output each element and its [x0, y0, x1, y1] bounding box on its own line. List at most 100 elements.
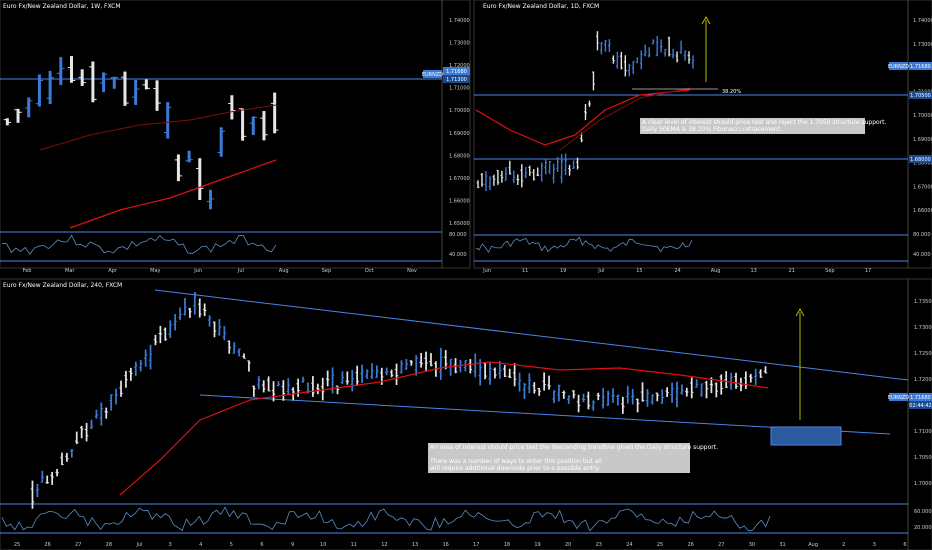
- weekly-symbol-tag-bg: [423, 70, 442, 78]
- daily-date-tick: 17: [865, 268, 871, 274]
- weekly-price-tick: 1.67000: [449, 176, 470, 182]
- daily-price-tick: 1.74000: [913, 18, 932, 24]
- h4-date-tick: 17: [473, 542, 479, 548]
- fib-level-label: 38.20%: [722, 89, 741, 95]
- h4-price-tick: 1.73500: [914, 299, 932, 305]
- h4-note-line: There was a number of ways to enter this…: [430, 458, 602, 465]
- daily-price-tick: 1.66000: [913, 208, 932, 214]
- daily-date-tick: 19: [560, 268, 566, 274]
- weekly-date-tick: Feb: [23, 268, 32, 274]
- weekly-price-tick: 1.65000: [449, 221, 470, 227]
- weekly-last-price-tag: 1.71680: [446, 69, 467, 75]
- h4-price-tick: 1.70500: [914, 455, 932, 461]
- h4-date-tick: 26: [44, 542, 50, 548]
- h4-date-tick: Aug: [808, 542, 818, 548]
- weekly-date-tick: Oct: [365, 268, 374, 274]
- daily-rsi-line: [475, 236, 693, 253]
- daily-last-price-tag-bg: [909, 62, 932, 70]
- daily-symbol-tag: EURNZD: [888, 64, 909, 70]
- weekly-date-tick: Nov: [407, 268, 417, 274]
- daily-date-tick: 15: [636, 268, 642, 274]
- weekly-date-tick: May: [150, 268, 160, 274]
- h4-price-tick: 1.71000: [914, 429, 932, 435]
- h4-chart-title: Euro Fx/New Zealand Dollar, 240, FXCM: [3, 282, 123, 289]
- h4-date-tick: 5: [230, 542, 233, 548]
- weekly-rsi-tick: 80.000: [449, 232, 467, 238]
- daily-date-tick: Sep: [825, 268, 834, 274]
- h4-panel-frame: [0, 278, 932, 550]
- weekly-price-tick: 1.71000: [449, 86, 470, 92]
- h4-date-tick: 4: [199, 542, 202, 548]
- h4-date-tick: 13: [412, 542, 418, 548]
- h4-note-line: will require additional downside prior t…: [430, 465, 601, 472]
- h4-date-tick: 26: [687, 542, 693, 548]
- h4-symbol-tag: EURNZD: [888, 395, 909, 401]
- daily-price-tick: 1.73000: [913, 42, 932, 48]
- h4-date-tick: 16: [443, 542, 449, 548]
- h4-rsi-tick: 20.000: [914, 525, 932, 531]
- daily-date-tick: Jul: [597, 268, 604, 274]
- daily-note-line: Daily 50EMA & 38.20% Fibonacci retraceme…: [642, 126, 782, 133]
- weekly-date-tick: Jul: [237, 268, 244, 274]
- daily-note-line: A clear level of interest should price t…: [642, 119, 887, 126]
- h4-date-tick: 19: [534, 542, 540, 548]
- entry-zone-box: [770, 426, 842, 446]
- daily-structure-tag-2: 1.68000: [910, 157, 931, 163]
- weekly-price-tick: 1.68000: [449, 153, 470, 159]
- h4-date-tick: 9: [291, 542, 294, 548]
- weekly-ema-line: [39, 104, 277, 151]
- weekly-price-tick: 1.74000: [449, 18, 470, 24]
- weekly-bars: [3, 56, 279, 210]
- h4-date-tick: 3: [873, 542, 876, 548]
- weekly-date-tick: Apr: [108, 268, 118, 274]
- h4-date-tick: 6: [903, 542, 906, 548]
- weekly-date-tick: Sep: [322, 268, 331, 274]
- h4-note-line: [430, 451, 688, 458]
- weekly-rsi-tick: 40.000: [449, 252, 467, 258]
- daily-date-tick: Jun: [482, 268, 491, 274]
- upper-trendline: [154, 289, 909, 381]
- daily-rsi-tick: 40.000: [913, 252, 931, 258]
- weekly-sma-line: [69, 159, 277, 229]
- weekly-structure-tag: 1.71300: [446, 77, 467, 83]
- h4-date-tick: 12: [381, 542, 387, 548]
- h4-date-tick: 2: [842, 542, 845, 548]
- daily-price-tick: 1.70000: [913, 113, 932, 119]
- daily-date-tick: 11: [522, 268, 528, 274]
- daily-ema-line: [475, 89, 691, 146]
- weekly-price-tick: 1.72000: [449, 63, 470, 69]
- h4-rsi-tick: 60.000: [914, 509, 932, 515]
- daily-annotation-note: A clear level of interest should price t…: [640, 118, 887, 134]
- daily-bars: [476, 31, 695, 192]
- daily-symbol-tag-bg: [889, 62, 908, 70]
- daily-date-tick: 24: [674, 268, 680, 274]
- weekly-date-tick: Aug: [279, 268, 289, 274]
- daily-date-tick: Aug: [711, 268, 721, 274]
- h4-date-tick: 25: [657, 542, 663, 548]
- weekly-last-price-tag-bg: [443, 67, 470, 75]
- h4-symbol-tag-bg: [889, 393, 908, 401]
- h4-rsi-line: [1, 506, 771, 532]
- h4-countdown-tag-bg: [909, 401, 932, 409]
- weekly-panel-frame: [0, 0, 471, 269]
- h4-date-tick: 28: [106, 542, 112, 548]
- daily-rsi-tick: 80.000: [913, 232, 931, 238]
- h4-price-tick: 1.72500: [914, 351, 932, 357]
- h4-date-tick: 3: [169, 542, 172, 548]
- h4-countdown-tag: 02:44:42: [909, 403, 931, 409]
- weekly-date-tick: Jun: [193, 268, 202, 274]
- h4-target-arrow-head: [795, 307, 805, 317]
- h4-date-tick: 10: [320, 542, 326, 548]
- h4-date-tick: 30: [749, 542, 755, 548]
- daily-price-tick: 1.69000: [913, 137, 932, 143]
- h4-date-tick: 27: [718, 542, 724, 548]
- daily-date-tick: 13: [751, 268, 757, 274]
- h4-date-tick: 23: [596, 542, 602, 548]
- h4-annotation-note: An area of interest should price test th…: [428, 443, 718, 473]
- daily-structure-tag-1-bg: [909, 91, 932, 99]
- daily-price-tick: 1.67000: [913, 184, 932, 190]
- h4-date-tick: 20: [565, 542, 571, 548]
- h4-price-tick: 1.73000: [914, 325, 932, 331]
- daily-panel-frame: [473, 0, 932, 269]
